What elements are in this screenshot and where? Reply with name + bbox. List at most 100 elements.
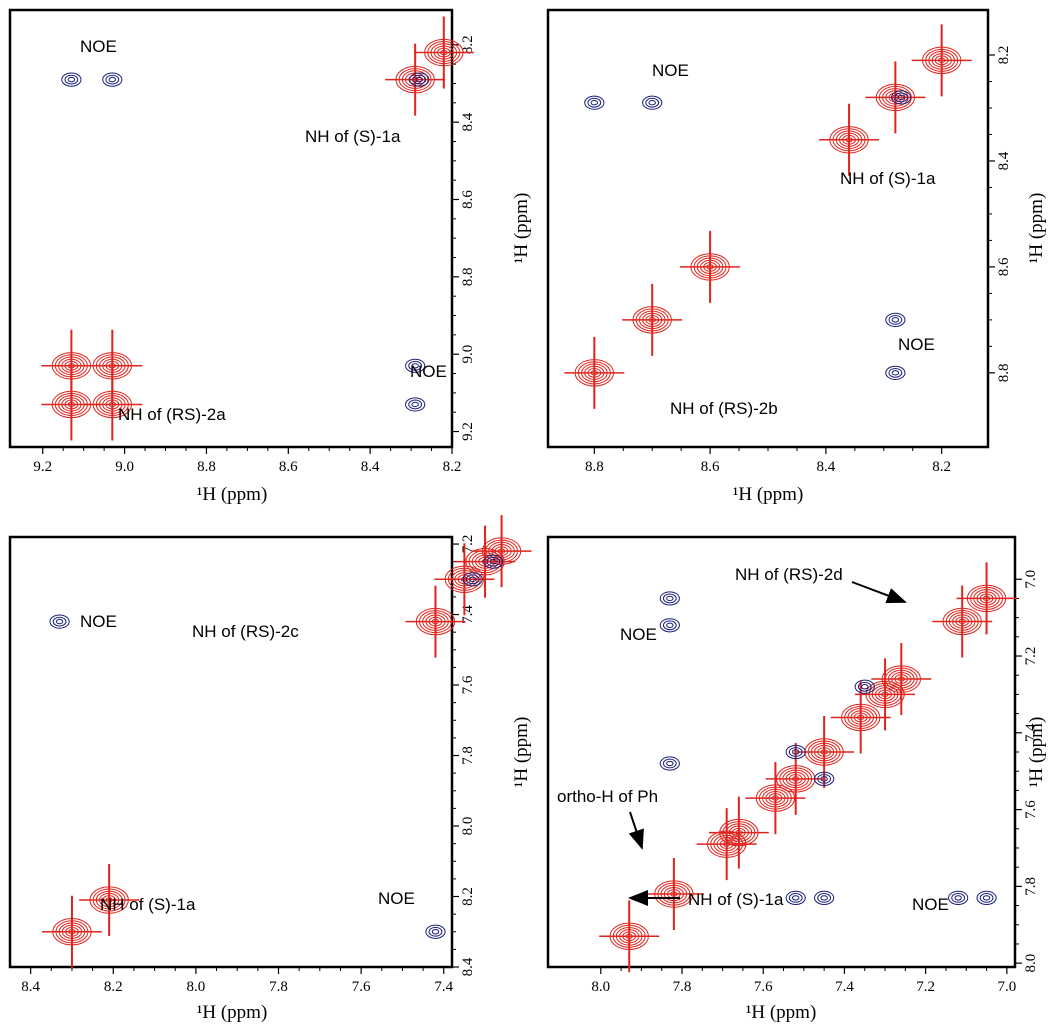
peak (948, 890, 969, 905)
contour-ring (888, 367, 903, 378)
peak (462, 572, 483, 587)
y-tick-label: 8.8 (460, 267, 476, 286)
annotation: NH of (S)-1a (100, 895, 196, 914)
y-tick-label: 8.6 (996, 257, 1012, 276)
y-tick-label: 7.6 (1023, 800, 1039, 819)
peak (745, 762, 806, 835)
contour-ring (820, 776, 828, 782)
peak (976, 890, 997, 905)
peak (434, 543, 495, 616)
annotation: NOE (652, 61, 689, 80)
contour-ring (788, 747, 803, 757)
peak (819, 103, 880, 176)
y-tick-label: 9.0 (460, 345, 476, 364)
peak (643, 858, 704, 931)
contour-ring (820, 895, 828, 901)
contour-ring (894, 92, 909, 103)
contour-ring (785, 744, 806, 760)
plot-frame (8, 535, 454, 969)
x-axis-label: ¹H (ppm) (733, 484, 804, 505)
peak (785, 744, 806, 760)
x-tick-label: 8.4 (361, 459, 380, 475)
contour-ring (662, 593, 677, 604)
annotation: NH of (RS)-2c (192, 622, 299, 641)
contour-ring (49, 614, 70, 629)
contour-ring (897, 94, 905, 101)
peak (932, 585, 993, 658)
x-tick-label: 8.8 (585, 459, 604, 475)
spectrum-panel: 8.8 8.6 8.4 8.2 8.2 8.4 8.6 8.8 ¹H (ppm) ¹H (ppm)… (511, 8, 1047, 505)
contour-ring (982, 895, 991, 901)
peak (865, 61, 926, 134)
contour-ring (405, 358, 426, 373)
contour-ring (587, 97, 602, 108)
peak (659, 591, 680, 606)
contour-ring (61, 72, 82, 87)
contour-ring (817, 773, 832, 784)
contour-ring (891, 370, 900, 376)
y-tick-label: 8.2 (996, 46, 1012, 65)
y-tick-label: 8.4 (460, 112, 476, 131)
annotation: NOE (80, 37, 117, 56)
x-tick-label: 7.4 (434, 979, 453, 995)
y-tick-label: 8.8 (996, 363, 1012, 382)
contour-ring (888, 314, 903, 325)
contour-ring (976, 890, 997, 905)
contour-ring (411, 363, 419, 369)
peak (814, 771, 835, 786)
contour-ring (792, 895, 800, 901)
x-tick-label: 7.8 (673, 979, 692, 995)
peak (659, 618, 680, 633)
annotation-arrow (851, 581, 907, 604)
contour-ring (645, 97, 660, 108)
peak (622, 283, 683, 356)
x-tick-label: 8.2 (443, 459, 462, 475)
contour-ring (954, 895, 962, 901)
contour-ring (584, 95, 605, 110)
x-tick-label: 8.6 (279, 459, 298, 475)
contour-ring (412, 74, 427, 85)
contour-ring (408, 399, 423, 410)
x-tick-label: 9.2 (33, 459, 52, 475)
peak (680, 230, 741, 303)
x-tick-label: 7.8 (269, 979, 288, 995)
peak (471, 515, 532, 588)
contour-ring (666, 622, 674, 629)
x-tick-label: 8.2 (104, 979, 123, 995)
peak (49, 614, 70, 629)
x-tick-label: 8.6 (701, 459, 720, 475)
peak (855, 658, 916, 731)
annotation: NH of (RS)-2b (670, 399, 778, 418)
annotation: NOE (620, 625, 657, 644)
contour-ring (642, 95, 663, 110)
x-tick-label: 7.4 (835, 979, 854, 995)
contour-ring (662, 758, 677, 769)
contour-ring (590, 99, 599, 106)
contour-ring (425, 924, 446, 939)
annotation: NOE (80, 612, 117, 631)
peak (794, 716, 855, 788)
contour-ring (891, 90, 912, 105)
peak (483, 554, 504, 569)
peak (830, 681, 891, 754)
y-tick-label: 8.6 (460, 190, 476, 209)
contour-ring (411, 401, 419, 408)
peak (708, 796, 769, 869)
contour-ring (64, 74, 79, 85)
y-tick-label: 8.0 (1023, 954, 1039, 973)
contour-ring (67, 76, 76, 83)
annotation: NH of (RS)-2a (118, 405, 226, 424)
y-tick-label: 8.4 (460, 957, 476, 976)
x-axis-label: ¹H (ppm) (197, 1002, 268, 1023)
y-axis-label: ¹H (ppm) (511, 193, 532, 264)
contour-ring (648, 99, 656, 106)
contour-ring (948, 890, 969, 905)
contour-ring (55, 618, 64, 625)
contour-ring (483, 554, 504, 569)
contour-ring (785, 890, 806, 905)
contour-ring (788, 892, 803, 903)
peak (409, 72, 430, 87)
contour-ring (979, 892, 994, 903)
contour-ring (428, 926, 443, 937)
